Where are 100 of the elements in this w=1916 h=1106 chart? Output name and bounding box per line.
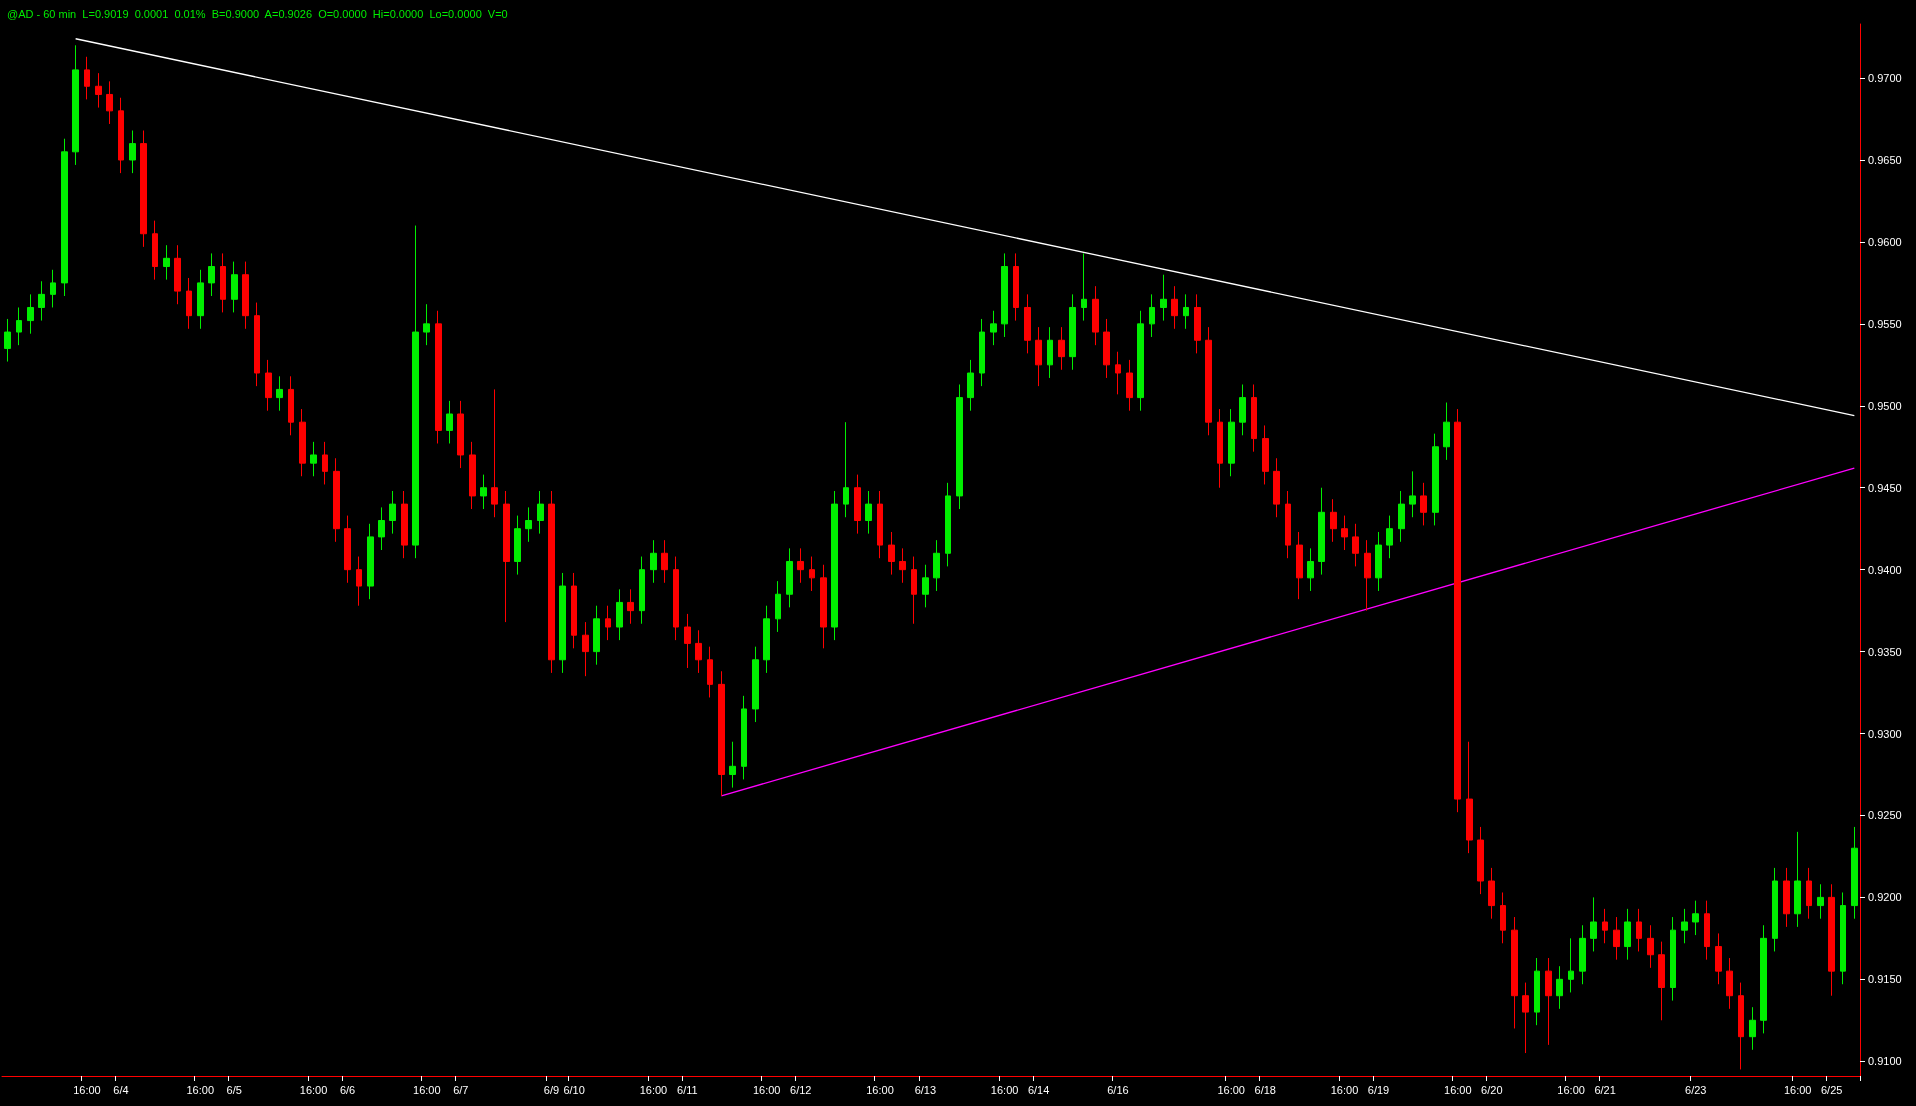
y-tick-label: 0.9300: [1868, 727, 1902, 740]
candlestick: [412, 225, 419, 559]
candlestick: [265, 359, 272, 412]
candlestick: [1500, 891, 1506, 944]
y-tick-label: 0.9700: [1868, 72, 1902, 85]
candlestick: [333, 457, 340, 543]
x-tick-label: 16:00: [1444, 1083, 1472, 1096]
candlestick: [1137, 310, 1144, 412]
x-tick-label: 16:00: [186, 1083, 215, 1096]
candlestick: [163, 244, 170, 281]
candlestick: [990, 310, 997, 346]
candlestick: [979, 318, 985, 387]
y-tick-label: 0.9100: [1868, 1055, 1902, 1068]
candlestick: [1307, 547, 1314, 592]
candlestick: [514, 515, 521, 576]
candlestick: [809, 556, 815, 592]
y-tick-label: 0.9250: [1868, 809, 1902, 822]
candlestick: [1420, 482, 1427, 526]
y-tick-label: 0.9350: [1868, 645, 1902, 658]
candlestick: [605, 605, 611, 641]
candlestick: [1103, 318, 1110, 379]
candlestick: [95, 72, 102, 109]
candlestick: [729, 741, 736, 789]
candlestick: [378, 506, 385, 551]
candlestick: [1398, 490, 1405, 543]
candlestick: [389, 490, 396, 535]
candlestick: [152, 220, 158, 281]
candlestick: [1024, 293, 1031, 354]
candlestick: [1783, 867, 1790, 928]
candlestick: [457, 400, 464, 469]
x-tick-label: 6/4: [113, 1083, 129, 1096]
candlestick: [525, 506, 532, 543]
candlestick: [639, 556, 645, 625]
candlestick: [537, 490, 544, 535]
candlestick: [661, 539, 668, 584]
candlestick: [1001, 252, 1008, 338]
candlestick: [673, 556, 679, 641]
candlestick: [1545, 957, 1552, 1046]
candlestick: [423, 303, 430, 346]
y-tick-label: 0.9500: [1868, 399, 1902, 412]
candlestick: [4, 318, 11, 363]
x-tick-label: 6/11: [677, 1083, 698, 1096]
candlestick: [1817, 883, 1824, 920]
candlestick: [763, 605, 770, 674]
candlestick: [1477, 826, 1484, 895]
candlestick: [684, 613, 691, 669]
x-tick-label: 6/7: [453, 1083, 469, 1096]
candlestick: [650, 539, 657, 584]
x-tick-label: 16:00: [990, 1083, 1019, 1096]
candlestick: [1794, 831, 1801, 928]
candlestick: [1330, 498, 1337, 543]
y-tick-label: 0.9550: [1868, 317, 1902, 330]
candlestick: [1613, 916, 1620, 961]
candlestick: [1092, 285, 1099, 346]
candlestick: [503, 490, 510, 623]
y-tick-label: 0.9650: [1868, 154, 1902, 167]
candlestick: [1488, 867, 1495, 920]
candlestick: [616, 588, 623, 641]
x-tick-label: 6/25: [1820, 1083, 1843, 1096]
candlestick: [1126, 359, 1133, 412]
candlestick: [1590, 896, 1597, 952]
x-tick-label: 16:00: [73, 1083, 101, 1096]
candlestick: [1364, 539, 1371, 612]
candlestick: [593, 605, 600, 666]
candlestick: [1511, 916, 1518, 1029]
candlestick: [1658, 941, 1665, 1021]
candlestick: [242, 261, 249, 330]
candlestick: [129, 130, 136, 174]
candlestick: [582, 621, 589, 677]
candlestick: [695, 629, 702, 674]
y-tick-label: 0.9150: [1868, 973, 1902, 986]
x-tick-label: 6/6: [339, 1083, 356, 1096]
candlestick: [1013, 252, 1019, 322]
candlestick: [1069, 293, 1076, 371]
candlestick: [1115, 351, 1121, 395]
candlestick: [831, 490, 838, 641]
x-tick-label: 16:00: [299, 1083, 328, 1096]
candlestick: [865, 490, 872, 535]
candlestick: [1828, 883, 1835, 997]
candlestick: [1183, 293, 1189, 330]
candlestick: [118, 97, 124, 174]
candlestick: [197, 269, 204, 330]
candlestick: [1171, 285, 1178, 330]
candlestick: [1579, 924, 1586, 985]
candlestick: [1454, 408, 1461, 813]
candlestick: [707, 646, 713, 698]
candlestick: [1386, 515, 1393, 559]
candlestick: [752, 646, 759, 723]
x-tick-label: 6/9: [543, 1083, 560, 1096]
candlestick: [1556, 965, 1563, 1010]
x-tick-label: 6/19: [1367, 1083, 1390, 1096]
candlestick: [480, 474, 487, 510]
candlestick: [1647, 924, 1654, 969]
x-tick-label: 16:00: [413, 1083, 441, 1096]
candlestick: [1149, 293, 1155, 338]
candlestick: [435, 310, 442, 444]
candlestick: [174, 244, 181, 305]
candlestick: [548, 490, 555, 674]
x-tick-label: 6/13: [914, 1083, 937, 1096]
candlestick: [1205, 326, 1212, 436]
